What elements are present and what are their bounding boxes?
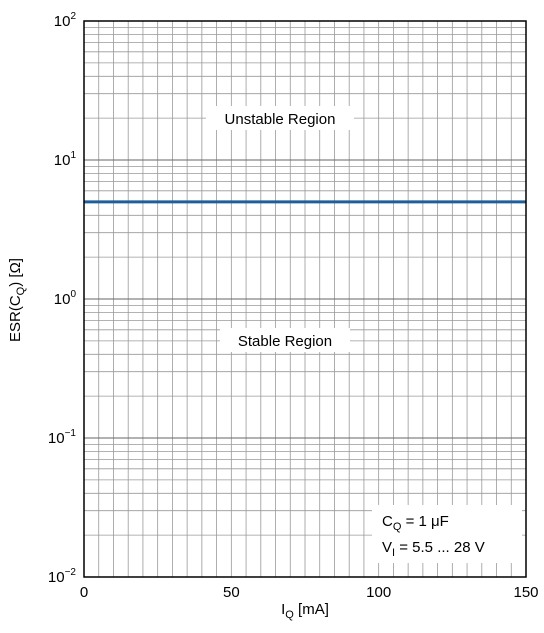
x-tick-label: 0 [80,584,88,601]
y-tick-label: 10−2 [48,567,77,586]
condition-cq: CQ = 1 μF [382,513,449,533]
y-axis-label: ESR(CQ) [Ω] [7,258,27,342]
x-axis-label: IQ [mA] [281,601,329,621]
plot-frame [83,20,527,578]
x-tick-labels: 0 50 100 150 [80,584,539,601]
y-tick-label: 100 [54,289,77,308]
x-tick-label: 50 [223,584,240,601]
x-tick-label: 150 [513,584,538,601]
y-tick-labels: 102 101 100 10−1 10−2 [48,11,77,586]
y-tick-label: 102 [54,11,77,30]
y-tick-label: 101 [54,150,77,169]
y-tick-label: 10−1 [48,428,77,447]
conditions-box-bg [372,505,522,563]
unstable-region-label-bg [206,106,354,130]
x-tick-label: 100 [366,584,391,601]
condition-vi: VI = 5.5 ... 28 V [382,539,485,559]
stable-region-label-bg [220,328,350,352]
unstable-region-label: Unstable Region [225,111,336,128]
grid-lines [84,21,526,577]
stable-region-label: Stable Region [238,333,332,350]
